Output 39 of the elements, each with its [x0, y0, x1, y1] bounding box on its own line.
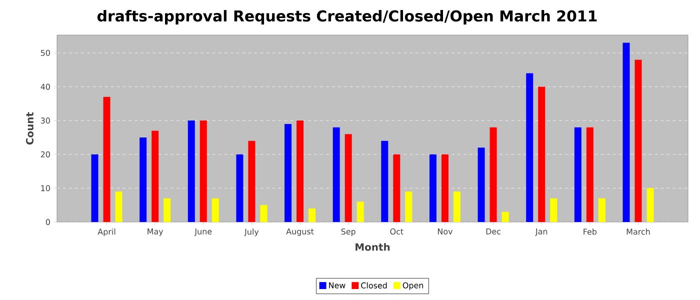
bar [260, 205, 268, 222]
bar [91, 154, 98, 222]
bar [284, 124, 292, 222]
bar [103, 96, 110, 222]
bar [115, 192, 122, 222]
bar [308, 208, 316, 222]
chart-title: drafts-approval Requests Created/Closed/Open March 2011 [97, 10, 597, 25]
bar [344, 134, 352, 222]
bar [248, 140, 256, 222]
bar [405, 192, 412, 222]
bar [538, 86, 546, 222]
bar [429, 154, 436, 222]
bar [478, 148, 485, 222]
bar [381, 140, 388, 222]
bar [441, 154, 448, 222]
bar [200, 120, 207, 222]
bar [236, 154, 244, 222]
bar [296, 120, 304, 222]
bar [356, 202, 364, 222]
y-axis-title: Count [26, 112, 34, 145]
bar [574, 127, 582, 222]
bar [526, 73, 534, 222]
bar [622, 42, 630, 222]
bar [212, 198, 219, 222]
bar [164, 198, 171, 222]
bar [646, 188, 654, 222]
bar [490, 127, 497, 222]
bar [550, 198, 558, 222]
bar [598, 198, 606, 222]
x-axis-title: Month [356, 243, 390, 251]
bar [188, 120, 195, 222]
bar [140, 137, 147, 222]
bar [453, 192, 460, 222]
bar [634, 60, 642, 222]
bar [502, 212, 509, 222]
bar [393, 154, 400, 222]
bar [152, 130, 159, 222]
bar [586, 127, 594, 222]
bar [332, 127, 340, 222]
